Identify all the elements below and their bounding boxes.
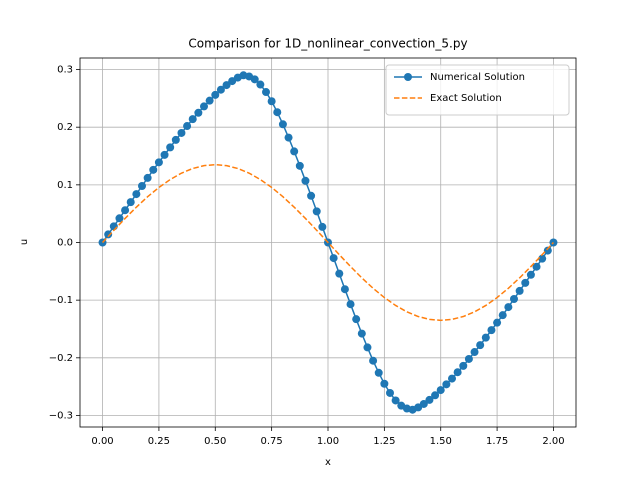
data-point [369, 356, 378, 365]
data-point [256, 80, 265, 89]
data-point [295, 161, 304, 170]
data-point [464, 354, 473, 363]
x-tick-label: 0.75 [261, 436, 283, 447]
y-tick-label: −0.3 [49, 410, 73, 421]
data-point [222, 81, 231, 90]
x-tick-label: 1.00 [317, 436, 339, 447]
data-point [205, 96, 214, 105]
data-point [160, 150, 169, 159]
data-point [532, 262, 541, 271]
data-point [498, 311, 507, 320]
data-point [177, 128, 186, 137]
data-point [380, 379, 389, 388]
data-point [126, 198, 135, 207]
data-point [459, 361, 468, 370]
y-tick-label: −0.1 [49, 295, 73, 306]
data-point [346, 300, 355, 309]
x-tick-label: 0.00 [91, 436, 113, 447]
data-point [318, 222, 327, 231]
data-point [188, 115, 197, 124]
data-point [121, 206, 130, 215]
data-point [431, 391, 440, 400]
data-point [109, 222, 118, 231]
data-point [290, 147, 299, 156]
data-point [312, 207, 321, 216]
data-point [386, 388, 394, 397]
data-point [374, 368, 383, 377]
data-point [154, 158, 163, 167]
data-point [515, 286, 524, 295]
data-point [481, 333, 490, 342]
y-tick-label: 0.2 [57, 122, 73, 133]
data-point [216, 85, 225, 94]
data-point [262, 88, 270, 97]
y-tick-label: 0.1 [57, 180, 73, 191]
data-point [132, 190, 141, 199]
data-point [470, 348, 479, 357]
data-point [149, 165, 158, 174]
x-tick-label: 0.25 [148, 436, 170, 447]
data-point [250, 75, 259, 84]
data-point [115, 214, 124, 223]
data-point [278, 120, 287, 129]
y-tick-label: 0.3 [57, 65, 73, 76]
y-axis-label: u [19, 239, 30, 245]
legend-box [385, 64, 570, 116]
data-point [194, 108, 203, 117]
x-axis-label: x [325, 457, 331, 468]
x-tick-label: 1.25 [373, 436, 395, 447]
data-point [171, 135, 180, 144]
legend-marker [404, 73, 412, 81]
data-point [526, 270, 535, 279]
data-point [487, 326, 496, 335]
data-point [521, 278, 530, 287]
legend-label: Exact Solution [430, 93, 502, 104]
data-point [340, 285, 349, 294]
data-point [504, 303, 513, 312]
data-point [138, 181, 146, 190]
data-point [284, 133, 293, 142]
data-point [273, 108, 282, 117]
data-point [183, 122, 192, 131]
data-point [335, 269, 344, 278]
x-tick-label: 0.50 [204, 436, 226, 447]
data-point [476, 341, 485, 350]
series-line [101, 163, 555, 322]
data-point [543, 246, 552, 255]
data-point [510, 295, 518, 304]
data-point [211, 90, 220, 99]
data-point [301, 176, 310, 185]
data-point [104, 230, 113, 239]
plot-frame [79, 57, 577, 428]
data-point [493, 318, 502, 327]
data-point [307, 191, 316, 200]
data-point [267, 97, 276, 106]
x-tick-label: 1.50 [430, 436, 452, 447]
chart-title: Comparison for 1D_nonlinear_convection_5… [188, 37, 467, 51]
data-point [442, 380, 451, 389]
legend-label: Numerical Solution [430, 72, 525, 83]
data-point [200, 102, 208, 111]
data-point [391, 396, 400, 405]
data-point [143, 173, 152, 182]
data-point [357, 329, 366, 338]
x-tick-label: 2.00 [542, 436, 564, 447]
data-point [363, 343, 372, 352]
data-point [329, 254, 338, 263]
data-point [448, 374, 456, 383]
x-tick-label: 1.75 [486, 436, 508, 447]
data-point [453, 368, 462, 377]
data-point [419, 399, 428, 408]
y-tick-label: 0.0 [57, 238, 73, 249]
data-point [352, 315, 361, 324]
y-tick-label: −0.2 [49, 353, 73, 364]
data-point [538, 254, 547, 263]
data-point [425, 395, 434, 404]
data-point [436, 386, 445, 395]
data-point [166, 143, 175, 152]
